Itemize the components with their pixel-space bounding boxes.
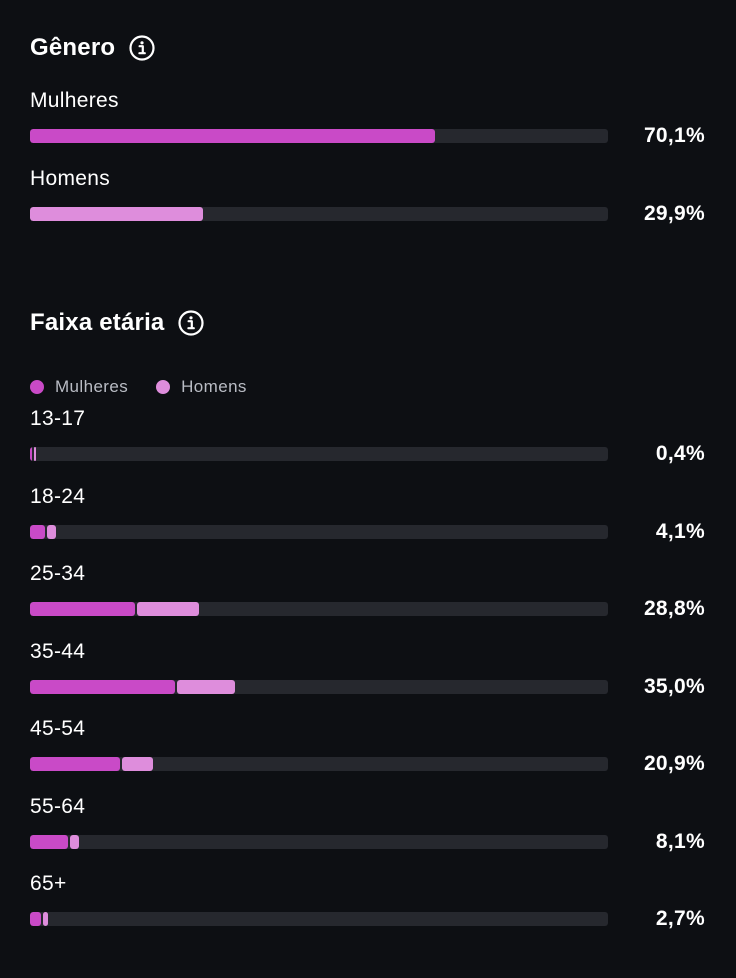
age-bar-fill-women: [30, 680, 175, 694]
age-row-label: 25-34: [30, 562, 86, 585]
age-bar-fill-men: [70, 835, 79, 849]
age-bar-fill-women: [30, 447, 32, 461]
age-percent: 35,0%: [643, 675, 705, 698]
info-icon[interactable]: [178, 310, 205, 336]
legend-label-women: Mulheres: [55, 377, 129, 396]
women-dot-icon: [30, 380, 44, 394]
age-percent: 28,8%: [643, 597, 705, 620]
age-bar-fill-men: [177, 680, 235, 694]
age-bar-fill-men: [43, 912, 48, 926]
gender-title-text: Gênero: [30, 34, 116, 61]
age-bar-track: [30, 447, 608, 461]
gender-percent: 29,9%: [643, 202, 705, 225]
gender-row-label: Homens: [30, 167, 110, 190]
age-section-title: Faixa etária: [30, 309, 205, 337]
age-bar-fill-women: [30, 525, 45, 539]
age-bar-fill-women: [30, 912, 41, 926]
age-bar-fill-men: [34, 447, 36, 461]
age-row-label: 55-64: [30, 795, 86, 818]
age-bar-fill-women: [30, 835, 68, 849]
age-row-label: 45-54: [30, 717, 86, 740]
age-percent: 2,7%: [655, 907, 705, 930]
age-row-label: 18-24: [30, 485, 86, 508]
gender-bar-fill-men: [30, 207, 203, 221]
age-percent: 4,1%: [655, 520, 705, 543]
gender-bar-track: [30, 207, 608, 221]
legend-item-men: Homens: [156, 377, 247, 397]
gender-percent: 70,1%: [643, 124, 705, 147]
info-icon[interactable]: [129, 35, 155, 61]
age-percent: 0,4%: [655, 442, 705, 465]
age-title-text: Faixa etária: [30, 309, 165, 336]
age-bar-track: [30, 835, 608, 849]
age-bar-track: [30, 912, 608, 926]
legend-item-women: Mulheres: [30, 377, 128, 397]
men-dot-icon: [156, 380, 171, 394]
age-bar-fill-men: [137, 602, 199, 616]
gender-bar-fill-women: [30, 129, 435, 143]
age-percent: 8,1%: [655, 830, 705, 853]
age-row-label: 35-44: [30, 640, 86, 663]
age-bar-track: [30, 757, 608, 771]
age-bar-track: [30, 602, 608, 616]
age-percent: 20,9%: [643, 752, 705, 775]
gender-row-label: Mulheres: [30, 89, 119, 112]
age-bar-track: [30, 525, 608, 539]
legend-label-men: Homens: [181, 377, 247, 396]
age-bar-fill-women: [30, 757, 120, 771]
age-bar-fill-men: [47, 525, 56, 539]
age-bar-track: [30, 680, 608, 694]
age-bar-fill-men: [122, 757, 153, 771]
gender-bar-track: [30, 129, 608, 143]
age-row-label: 65+: [30, 872, 67, 895]
age-bar-fill-women: [30, 602, 135, 616]
gender-section-title: Gênero: [30, 34, 155, 62]
age-row-label: 13-17: [30, 407, 86, 430]
age-legend: Mulheres Homens: [30, 377, 275, 397]
